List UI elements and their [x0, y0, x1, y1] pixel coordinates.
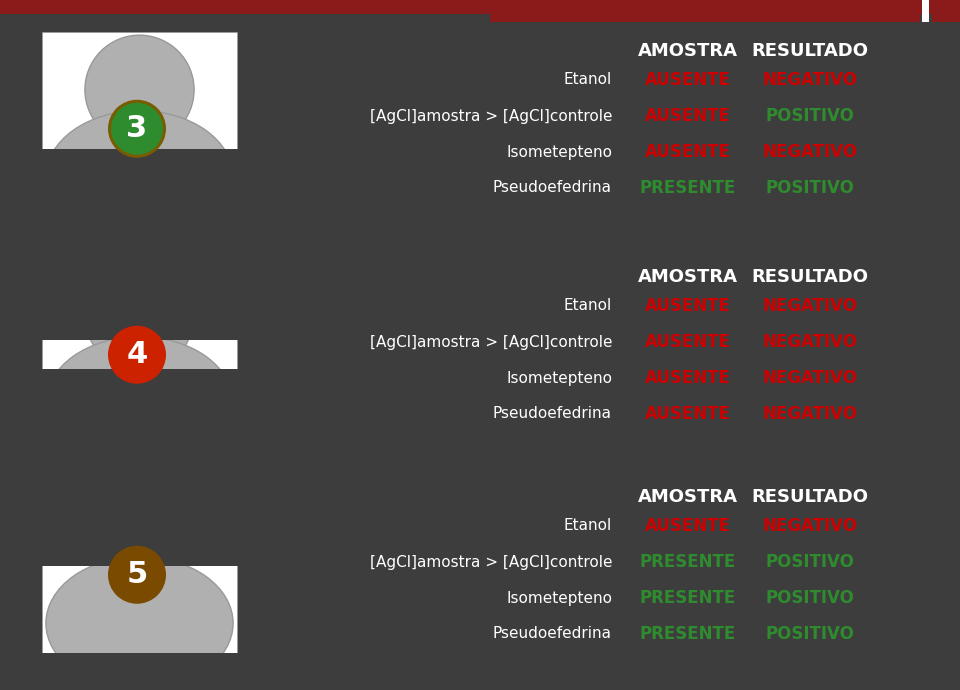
Text: RESULTADO: RESULTADO — [752, 42, 869, 60]
Text: AMOSTRA: AMOSTRA — [638, 268, 738, 286]
Text: PRESENTE: PRESENTE — [640, 589, 736, 607]
Text: Pseudoefedrina: Pseudoefedrina — [493, 406, 612, 422]
Text: NEGATIVO: NEGATIVO — [762, 143, 857, 161]
Text: AUSENTE: AUSENTE — [645, 517, 731, 535]
FancyBboxPatch shape — [40, 433, 239, 566]
Text: AUSENTE: AUSENTE — [645, 143, 731, 161]
Text: Pseudoefedrina: Pseudoefedrina — [493, 181, 612, 195]
Text: AMOSTRA: AMOSTRA — [638, 42, 738, 60]
FancyBboxPatch shape — [490, 14, 920, 22]
Text: Isometepteno: Isometepteno — [506, 371, 612, 386]
Text: NEGATIVO: NEGATIVO — [762, 405, 857, 423]
Circle shape — [84, 261, 194, 371]
FancyBboxPatch shape — [40, 653, 239, 690]
Text: [AgCl]amostra > [AgCl]controle: [AgCl]amostra > [AgCl]controle — [370, 108, 612, 124]
Text: POSITIVO: POSITIVO — [765, 107, 854, 125]
Text: AUSENTE: AUSENTE — [645, 71, 731, 89]
FancyBboxPatch shape — [42, 32, 237, 207]
Circle shape — [108, 326, 166, 384]
Circle shape — [111, 549, 163, 601]
Text: Isometepteno: Isometepteno — [506, 144, 612, 159]
Text: RESULTADO: RESULTADO — [752, 268, 869, 286]
Text: POSITIVO: POSITIVO — [765, 589, 854, 607]
Text: NEGATIVO: NEGATIVO — [762, 71, 857, 89]
Text: [AgCl]amostra > [AgCl]controle: [AgCl]amostra > [AgCl]controle — [370, 555, 612, 569]
FancyBboxPatch shape — [40, 207, 239, 340]
Text: AMOSTRA: AMOSTRA — [638, 488, 738, 506]
Text: RESULTADO: RESULTADO — [752, 488, 869, 506]
Circle shape — [111, 103, 163, 155]
Text: POSITIVO: POSITIVO — [765, 553, 854, 571]
Circle shape — [84, 481, 194, 591]
Text: Etanol: Etanol — [564, 72, 612, 88]
FancyBboxPatch shape — [40, 368, 239, 478]
Ellipse shape — [46, 337, 233, 470]
Text: AUSENTE: AUSENTE — [645, 297, 731, 315]
Text: 3: 3 — [127, 115, 148, 144]
Text: PRESENTE: PRESENTE — [640, 179, 736, 197]
FancyBboxPatch shape — [42, 478, 237, 653]
FancyBboxPatch shape — [932, 0, 960, 22]
Text: NEGATIVO: NEGATIVO — [762, 297, 857, 315]
Text: AUSENTE: AUSENTE — [645, 333, 731, 351]
FancyBboxPatch shape — [922, 0, 929, 22]
Circle shape — [84, 35, 194, 144]
Text: AUSENTE: AUSENTE — [645, 405, 731, 423]
Text: Pseudoefedrina: Pseudoefedrina — [493, 627, 612, 642]
Text: NEGATIVO: NEGATIVO — [762, 333, 857, 351]
Text: POSITIVO: POSITIVO — [765, 179, 854, 197]
Circle shape — [108, 100, 166, 158]
FancyBboxPatch shape — [40, 0, 239, 32]
Text: 4: 4 — [127, 340, 148, 369]
Text: PRESENTE: PRESENTE — [640, 553, 736, 571]
FancyBboxPatch shape — [40, 149, 239, 258]
FancyBboxPatch shape — [0, 0, 960, 14]
Text: NEGATIVO: NEGATIVO — [762, 369, 857, 387]
Text: 5: 5 — [127, 560, 148, 589]
Ellipse shape — [46, 557, 233, 690]
Text: PRESENTE: PRESENTE — [640, 625, 736, 643]
Text: Etanol: Etanol — [564, 299, 612, 313]
Circle shape — [111, 328, 163, 381]
FancyBboxPatch shape — [42, 258, 237, 433]
Text: POSITIVO: POSITIVO — [765, 625, 854, 643]
Text: Etanol: Etanol — [564, 518, 612, 533]
Text: Isometepteno: Isometepteno — [506, 591, 612, 606]
Text: [AgCl]amostra > [AgCl]controle: [AgCl]amostra > [AgCl]controle — [370, 335, 612, 350]
Text: NEGATIVO: NEGATIVO — [762, 517, 857, 535]
Text: AUSENTE: AUSENTE — [645, 369, 731, 387]
Text: AUSENTE: AUSENTE — [645, 107, 731, 125]
Ellipse shape — [46, 111, 233, 244]
Circle shape — [108, 546, 166, 604]
